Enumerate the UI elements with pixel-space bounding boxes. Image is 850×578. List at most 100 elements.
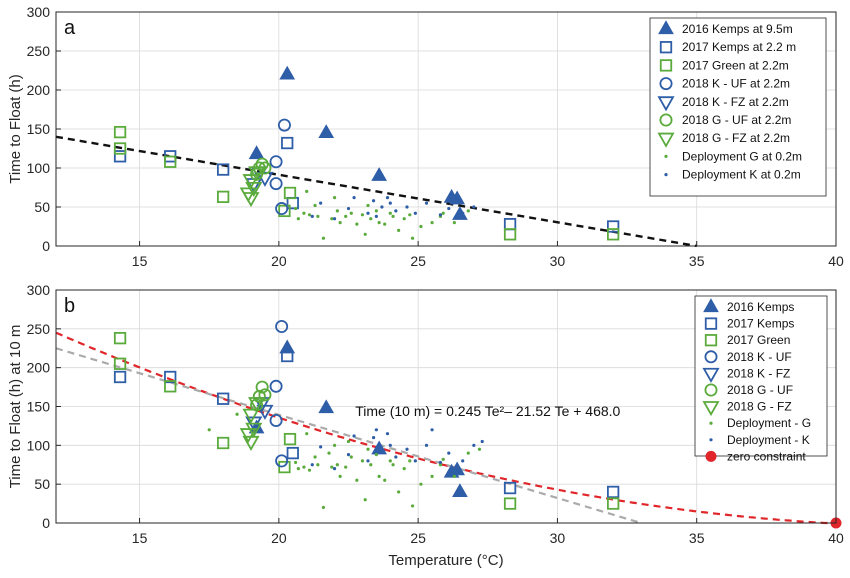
data-point — [302, 211, 306, 215]
quadratic-fit-curve — [55, 331, 836, 525]
x-tick-label: 15 — [132, 530, 148, 546]
data-point — [344, 214, 348, 218]
data-point — [216, 392, 230, 405]
legend-item: zero constraint — [705, 449, 806, 463]
data-point — [441, 457, 445, 461]
data-point — [235, 412, 239, 416]
legend-label: 2018 G - UF at 2.2m — [682, 113, 791, 127]
data-point — [269, 155, 283, 169]
data-point — [242, 174, 260, 190]
data-point — [319, 201, 323, 205]
data-point — [332, 217, 337, 221]
data-point — [380, 205, 384, 209]
legend-label: 2018 K - FZ — [727, 366, 790, 380]
series-deployment-g — [207, 412, 482, 510]
legend-item: Deployment G at 0.2m — [664, 149, 802, 163]
legend-label: 2017 Kemps — [727, 317, 794, 331]
data-point — [405, 205, 409, 209]
legend-label: 2017 Green at 2.2m — [682, 58, 789, 72]
legend-label: 2018 K - UF at 2.2m — [682, 77, 790, 91]
x-tick-label: 40 — [828, 530, 844, 546]
data-point — [374, 428, 378, 432]
panel-label: b — [64, 295, 75, 317]
x-tick-label: 15 — [132, 253, 148, 269]
legend-item: Deployment K at 0.2m — [664, 168, 801, 182]
data-point — [360, 213, 365, 217]
data-point — [335, 209, 339, 213]
data-point — [321, 236, 326, 240]
data-point — [330, 465, 334, 469]
legend-item: 2017 Green — [704, 333, 790, 347]
data-point — [438, 463, 443, 467]
legend-item: 2016 Kemps at 9.5m — [658, 20, 793, 36]
data-point — [269, 177, 283, 191]
data-point — [338, 221, 342, 225]
data-point — [338, 474, 342, 478]
data-point — [335, 463, 339, 467]
linear-fit-line — [55, 347, 642, 525]
data-point — [321, 505, 326, 510]
data-point — [503, 497, 517, 510]
data-point — [355, 222, 359, 226]
legend-item: 2018 K - FZ — [702, 366, 790, 383]
legend-label: 2016 Kemps at 9.5m — [682, 22, 793, 36]
data-point — [447, 206, 451, 211]
data-point — [380, 447, 384, 451]
data-point — [447, 451, 451, 455]
data-point — [606, 485, 620, 499]
data-point — [461, 211, 465, 215]
legend-label: Deployment - G — [727, 416, 811, 430]
data-point — [281, 349, 294, 363]
data-point — [344, 465, 348, 469]
data-point — [269, 379, 283, 393]
data-point — [452, 221, 456, 225]
y-tick-label: 200 — [27, 360, 51, 376]
data-point — [503, 481, 517, 495]
data-point — [252, 389, 266, 403]
legend-label: zero constraint — [727, 449, 806, 463]
data-point — [327, 451, 331, 455]
series-2017-kemps — [113, 349, 620, 499]
legend-marker — [664, 173, 668, 177]
data-point — [307, 213, 312, 217]
data-point — [388, 211, 392, 215]
data-point — [258, 388, 272, 402]
legend-item: 2018 K - FZ at 2.2m — [657, 95, 789, 112]
data-point — [413, 211, 417, 215]
data-point — [318, 399, 335, 414]
legend-item: 2018 G - UF — [704, 383, 793, 397]
data-point — [355, 478, 359, 482]
data-point — [296, 467, 300, 471]
data-point — [275, 454, 289, 468]
data-point — [248, 145, 265, 160]
data-point — [363, 498, 367, 502]
data-point — [419, 224, 423, 229]
y-tick-label: 100 — [27, 437, 51, 453]
y-tick-label: 250 — [27, 43, 51, 59]
data-point — [606, 220, 620, 233]
data-point — [319, 445, 323, 449]
y-tick-label: 0 — [42, 238, 50, 254]
data-point — [480, 439, 484, 444]
data-point — [275, 202, 289, 216]
data-point — [391, 463, 395, 467]
data-point — [405, 447, 409, 451]
legend-item: 2018 G - UF at 2.2m — [659, 113, 791, 127]
data-point — [394, 209, 398, 213]
legend-marker — [709, 421, 713, 425]
data-point — [374, 209, 378, 213]
data-point — [283, 432, 297, 446]
legend-item: 2018 K - UF — [704, 350, 792, 364]
x-tick-label: 25 — [410, 530, 426, 546]
legend-item: 2018 K - UF at 2.2m — [659, 77, 790, 91]
legend-marker — [702, 401, 720, 417]
data-point — [248, 166, 266, 182]
axes-frame — [55, 289, 837, 524]
data-point — [248, 397, 266, 413]
series-deployment-k-at-0-2m — [310, 196, 476, 221]
legend-label: Deployment K at 0.2m — [682, 168, 801, 182]
data-point — [283, 186, 297, 200]
data-point — [503, 228, 517, 241]
data-point — [310, 463, 314, 467]
legend-item: 2017 Kemps at 2.2 m — [659, 40, 796, 54]
